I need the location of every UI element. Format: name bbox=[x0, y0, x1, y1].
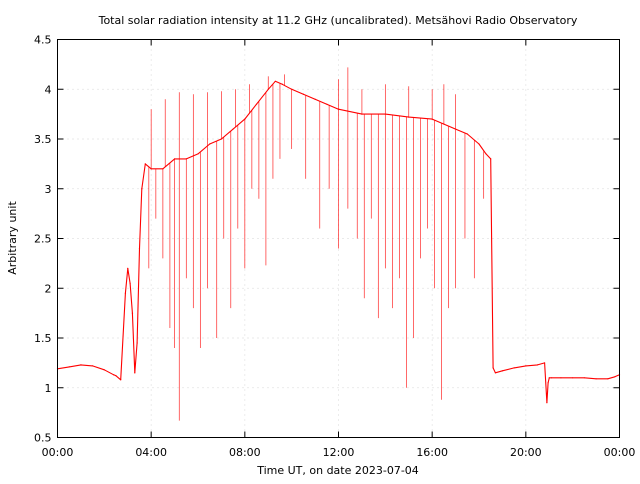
data-point bbox=[560, 377, 562, 379]
data-point bbox=[408, 116, 410, 118]
data-point bbox=[550, 377, 553, 379]
data-point bbox=[443, 123, 445, 125]
data-point bbox=[494, 372, 496, 374]
data-point bbox=[501, 370, 504, 372]
y-tick-label: 4 bbox=[45, 83, 52, 96]
data-point bbox=[314, 98, 316, 100]
data-point bbox=[220, 138, 223, 140]
x-tick-label: 20:00 bbox=[510, 446, 542, 459]
y-tick-label: 1.5 bbox=[34, 332, 52, 345]
y-tick-label: 3 bbox=[45, 183, 52, 196]
x-tick-label: 00:00 bbox=[42, 446, 74, 459]
data-point bbox=[68, 366, 70, 368]
data-point bbox=[141, 188, 143, 190]
data-point bbox=[209, 143, 211, 145]
data-point bbox=[337, 108, 340, 110]
x-tick-label: 12:00 bbox=[323, 446, 355, 459]
x-tick-label: 04:00 bbox=[135, 446, 167, 459]
data-point bbox=[267, 88, 269, 90]
data-point bbox=[543, 362, 546, 364]
data-point bbox=[232, 128, 234, 130]
x-tick-label: 16:00 bbox=[416, 446, 448, 459]
data-point bbox=[162, 168, 164, 170]
data-point bbox=[492, 367, 494, 369]
data-point bbox=[513, 367, 515, 369]
data-point bbox=[274, 80, 276, 82]
data-point bbox=[127, 267, 129, 269]
data-point bbox=[384, 113, 386, 115]
y-tick-label: 4.5 bbox=[34, 34, 52, 47]
data-point bbox=[80, 364, 82, 366]
data-point bbox=[134, 372, 136, 374]
data-point bbox=[136, 342, 138, 344]
data-point bbox=[478, 143, 480, 145]
data-point bbox=[138, 247, 141, 250]
data-point bbox=[490, 158, 492, 160]
data-point bbox=[291, 88, 293, 90]
y-tick-label: 0.5 bbox=[34, 432, 52, 445]
y-tick-label: 1 bbox=[45, 382, 52, 395]
data-point bbox=[572, 377, 574, 379]
data-point bbox=[466, 133, 468, 135]
data-point bbox=[115, 375, 117, 377]
data-point bbox=[548, 377, 550, 379]
data-point bbox=[150, 168, 152, 170]
data-point bbox=[120, 379, 122, 381]
data-point bbox=[144, 163, 146, 165]
data-point bbox=[92, 365, 94, 367]
data-point bbox=[197, 153, 199, 155]
data-point bbox=[173, 158, 176, 160]
data-point bbox=[595, 378, 597, 380]
data-point bbox=[525, 365, 527, 367]
x-tick-label: 00:00 bbox=[604, 446, 636, 459]
plot-area bbox=[56, 67, 621, 421]
data-point bbox=[103, 369, 105, 371]
data-point bbox=[614, 376, 616, 378]
data-point bbox=[113, 374, 115, 376]
x-tick-label: 08:00 bbox=[229, 446, 261, 459]
data-point bbox=[302, 93, 304, 95]
data-point bbox=[131, 312, 134, 314]
data-point bbox=[129, 282, 131, 284]
data-point bbox=[536, 364, 539, 366]
y-tick-label: 2 bbox=[45, 282, 52, 295]
data-point bbox=[185, 158, 187, 160]
data-point bbox=[546, 402, 548, 404]
data-point bbox=[583, 377, 585, 379]
axis-ticks: 00:00 04:00 08:00 12:00 16:00 20:00 00:000.511… bbox=[34, 34, 635, 460]
y-axis-label: Arbitrary unit bbox=[6, 201, 19, 275]
chart-title: Total solar radiation intensity at 11.2 … bbox=[98, 14, 578, 27]
y-tick-label: 3.5 bbox=[34, 133, 52, 146]
data-point bbox=[547, 382, 549, 384]
data-point bbox=[124, 292, 127, 294]
data-point bbox=[431, 118, 433, 120]
data-point bbox=[255, 103, 258, 105]
data-point bbox=[361, 113, 363, 115]
data-point bbox=[607, 378, 609, 380]
data-point bbox=[244, 118, 246, 120]
y-tick-label: 2.5 bbox=[34, 233, 52, 246]
data-point bbox=[454, 128, 457, 130]
data-point bbox=[326, 103, 328, 105]
x-axis-label: Time UT, on date 2023-07-04 bbox=[256, 464, 419, 477]
data-point bbox=[485, 153, 487, 155]
data-point bbox=[281, 83, 283, 85]
